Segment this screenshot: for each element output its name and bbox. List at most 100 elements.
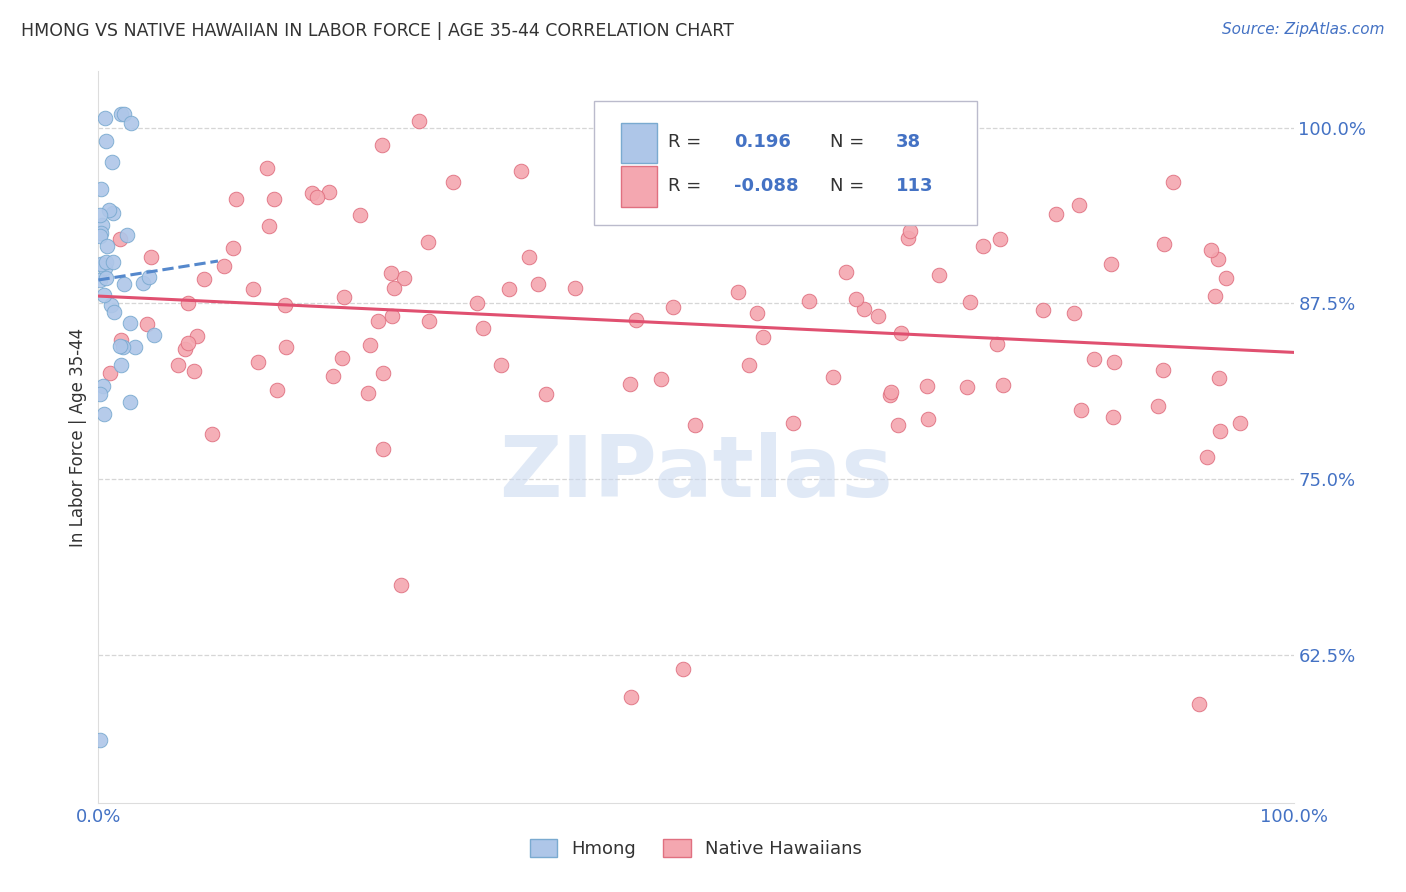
Point bbox=[879, 385, 901, 400]
Point bbox=[1229, 416, 1251, 430]
Point bbox=[418, 235, 440, 249]
Point bbox=[752, 329, 775, 343]
Point bbox=[166, 358, 188, 372]
Point bbox=[441, 175, 464, 189]
Point bbox=[835, 265, 858, 279]
Point bbox=[359, 338, 381, 352]
Point bbox=[852, 301, 875, 316]
Point bbox=[247, 355, 270, 369]
Point bbox=[988, 232, 1011, 246]
Point bbox=[174, 342, 197, 356]
Point bbox=[89, 732, 111, 747]
Point bbox=[263, 192, 285, 206]
Point bbox=[257, 219, 280, 233]
Point bbox=[94, 271, 117, 285]
Point bbox=[242, 282, 264, 296]
Point bbox=[527, 277, 550, 291]
Point bbox=[1208, 371, 1230, 385]
Point bbox=[471, 320, 494, 334]
Point bbox=[256, 161, 278, 175]
Point bbox=[94, 111, 117, 125]
Point bbox=[94, 134, 117, 148]
Point bbox=[90, 182, 112, 196]
Point bbox=[132, 276, 155, 290]
Point bbox=[138, 270, 160, 285]
Point bbox=[225, 192, 247, 206]
Point bbox=[727, 285, 749, 299]
Text: ZIPatlas: ZIPatlas bbox=[499, 432, 893, 516]
Point bbox=[747, 306, 769, 320]
Point bbox=[465, 296, 488, 310]
Point bbox=[797, 293, 820, 308]
Point bbox=[1099, 257, 1122, 271]
Point bbox=[356, 386, 378, 401]
Point bbox=[619, 377, 641, 392]
Point bbox=[139, 250, 162, 264]
Point bbox=[371, 442, 394, 457]
Point bbox=[498, 282, 520, 296]
Point bbox=[91, 379, 114, 393]
Point bbox=[1032, 302, 1054, 317]
Point bbox=[110, 106, 132, 120]
FancyBboxPatch shape bbox=[595, 101, 977, 225]
Point bbox=[917, 378, 939, 392]
Point bbox=[564, 281, 586, 295]
Point bbox=[1063, 305, 1085, 319]
Y-axis label: In Labor Force | Age 35-44: In Labor Force | Age 35-44 bbox=[69, 327, 87, 547]
Point bbox=[93, 287, 115, 301]
Point bbox=[100, 155, 122, 169]
Point bbox=[1152, 363, 1174, 377]
Point bbox=[89, 208, 111, 222]
Point bbox=[959, 294, 981, 309]
Point bbox=[683, 418, 706, 433]
Point bbox=[1188, 698, 1211, 712]
Point bbox=[650, 372, 672, 386]
Point bbox=[301, 186, 323, 200]
FancyBboxPatch shape bbox=[620, 167, 657, 207]
Point bbox=[1199, 243, 1222, 257]
Point bbox=[991, 378, 1014, 392]
Point bbox=[662, 300, 685, 314]
Point bbox=[600, 206, 623, 220]
Point bbox=[266, 383, 288, 397]
FancyBboxPatch shape bbox=[620, 122, 657, 163]
Point bbox=[273, 298, 295, 312]
Point bbox=[142, 328, 165, 343]
Point bbox=[112, 106, 135, 120]
Point bbox=[110, 358, 132, 372]
Point bbox=[897, 231, 920, 245]
Point bbox=[408, 113, 430, 128]
Text: N =: N = bbox=[830, 178, 870, 195]
Point bbox=[534, 387, 557, 401]
Text: HMONG VS NATIVE HAWAIIAN IN LABOR FORCE | AGE 35-44 CORRELATION CHART: HMONG VS NATIVE HAWAIIAN IN LABOR FORCE … bbox=[21, 22, 734, 40]
Point bbox=[93, 407, 115, 421]
Text: -0.088: -0.088 bbox=[734, 178, 799, 195]
Point bbox=[370, 138, 392, 153]
Point bbox=[620, 690, 643, 705]
Text: 0.196: 0.196 bbox=[734, 133, 792, 152]
Point bbox=[90, 218, 112, 232]
Point bbox=[972, 239, 994, 253]
Point bbox=[124, 340, 146, 354]
Point bbox=[222, 241, 245, 255]
Point bbox=[186, 328, 208, 343]
Point bbox=[349, 207, 371, 221]
Point bbox=[333, 290, 356, 304]
Point bbox=[672, 662, 695, 676]
Point bbox=[380, 266, 402, 280]
Point bbox=[212, 259, 235, 273]
Point bbox=[276, 340, 298, 354]
Point bbox=[382, 281, 405, 295]
Point bbox=[782, 417, 804, 431]
Point bbox=[886, 418, 908, 433]
Point bbox=[928, 268, 950, 283]
Point bbox=[389, 578, 412, 592]
Point bbox=[394, 270, 416, 285]
Text: 113: 113 bbox=[896, 178, 934, 195]
Point bbox=[305, 190, 328, 204]
Text: R =: R = bbox=[668, 133, 707, 152]
Point bbox=[1083, 351, 1105, 366]
Point bbox=[118, 394, 141, 409]
Point bbox=[98, 203, 121, 218]
Point bbox=[90, 257, 112, 271]
